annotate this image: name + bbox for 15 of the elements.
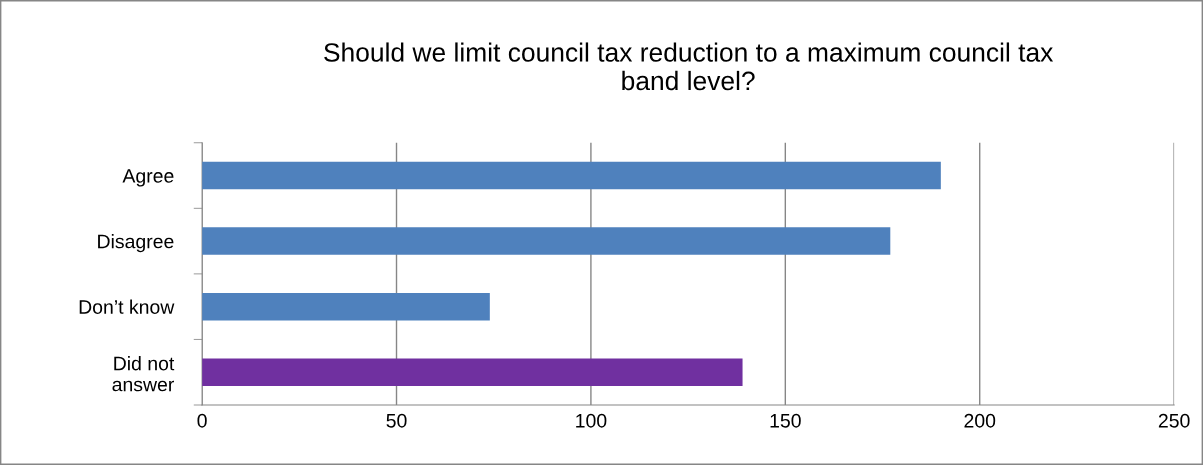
- x-tick-label: 0: [197, 413, 207, 428]
- bar: [202, 358, 743, 386]
- x-tick-label: 50: [386, 413, 407, 428]
- x-tick-label: 100: [576, 413, 607, 428]
- x-tick-label: 150: [770, 413, 801, 428]
- y-tick-label: Did not answer: [112, 356, 175, 392]
- bar: [202, 161, 941, 190]
- bar: [202, 227, 891, 255]
- y-tick-label: Don’t know: [79, 299, 175, 314]
- x-tick-label: 200: [964, 413, 996, 428]
- y-tick-label: Disagree: [98, 234, 174, 253]
- bar: [202, 292, 490, 321]
- chart-title: Should we limit council tax reduction to a maximum council tax band level?: [324, 42, 1054, 91]
- y-tick-label: Agree: [122, 169, 174, 187]
- x-tick-label: 250: [1158, 413, 1190, 428]
